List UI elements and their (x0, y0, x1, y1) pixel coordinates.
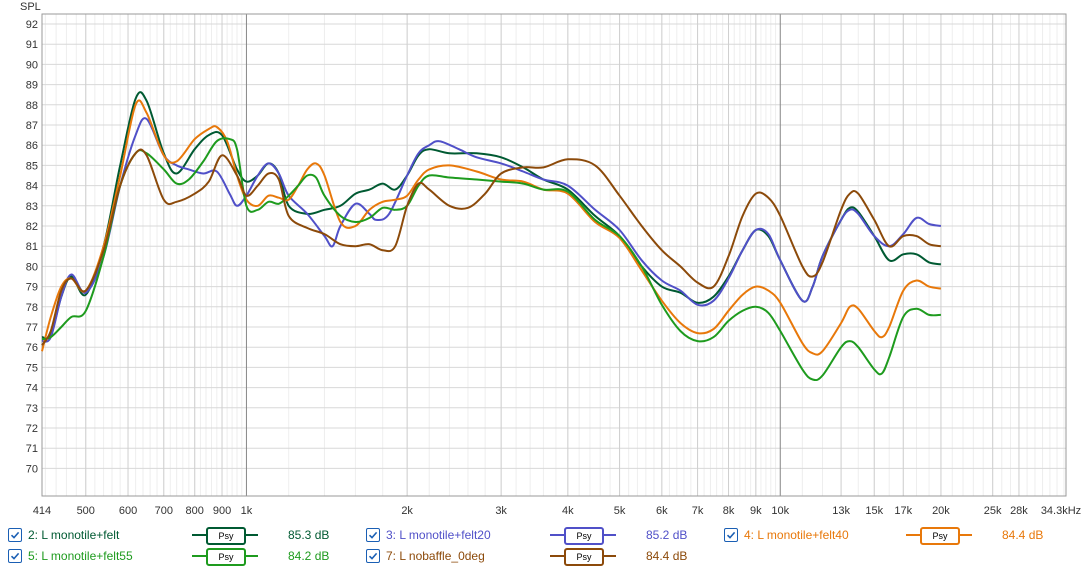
x-tick-label: 414 (33, 505, 51, 517)
psy-label: Psy (206, 548, 246, 566)
y-tick-label: 72 (26, 423, 38, 435)
checkbox-icon[interactable] (366, 549, 380, 563)
legend-label: 5: L monotile+felt55 (28, 549, 133, 563)
y-tick-label: 91 (26, 39, 38, 51)
series-line-5 (41, 148, 942, 346)
legend-value: 84.4 dB (646, 549, 688, 563)
y-tick-label: 76 (26, 342, 38, 354)
x-tick-label: 700 (155, 505, 173, 517)
y-tick-label: 85 (26, 160, 38, 172)
checkbox-icon[interactable] (366, 528, 380, 542)
major-grid (41, 14, 1067, 496)
y-tick-label: 80 (26, 261, 38, 273)
series-line-3 (41, 99, 942, 356)
legend-psy-swatch[interactable]: Psy (550, 525, 616, 545)
y-tick-labels: 70 71 72 73 74 75 76 77 78 79 80 81 82 83 84 85 86 87 88 89… (26, 19, 38, 475)
legend-value: 84.4 dB (1002, 528, 1044, 542)
legend-item-5[interactable]: 7: L nobaffle_0deg (366, 546, 485, 566)
x-tick-label: 800 (186, 505, 204, 517)
y-tick-label: 73 (26, 403, 38, 415)
x-tick-label: 17k (894, 505, 912, 517)
y-tick-label: 74 (26, 383, 38, 395)
y-tick-label: 77 (26, 322, 38, 334)
x-tick-label: 13k (832, 505, 850, 517)
y-tick-label: 90 (26, 59, 38, 71)
plot-frame (41, 13, 1067, 497)
x-tick-label: 9k (750, 505, 762, 517)
legend-item-3[interactable]: 4: L monotile+felt40 (724, 525, 849, 545)
legend-psy-swatch[interactable]: Psy (192, 525, 258, 545)
x-tick-label: 5k (614, 505, 626, 517)
y-tick-label: 70 (26, 463, 38, 475)
series-line-4 (41, 137, 941, 382)
plot-background (42, 14, 1066, 496)
y-tick-label: 86 (26, 140, 38, 152)
legend-label: 2: L monotile+felt (28, 528, 120, 542)
y-tick-label: 79 (26, 282, 38, 294)
x-tick-label: 600 (119, 505, 137, 517)
x-tick-label: 8k (723, 505, 735, 517)
y-tick-label: 87 (26, 120, 38, 132)
y-tick-label: 89 (26, 80, 38, 92)
legend-item-4[interactable]: 5: L monotile+felt55 (8, 546, 133, 566)
x-tick-label: 25k (984, 505, 1002, 517)
x-tick-label: 6k (656, 505, 668, 517)
legend: 2: L monotile+felt Psy 85.3 dB 3: L monotil… (0, 522, 1084, 568)
x-tick-label: 500 (77, 505, 95, 517)
legend-item-1[interactable]: 2: L monotile+felt (8, 525, 119, 545)
legend-value: 84.2 dB (288, 549, 330, 563)
y-tick-label: 83 (26, 201, 38, 213)
x-tick-label: 900 (213, 505, 231, 517)
psy-label: Psy (920, 527, 960, 545)
psy-label: Psy (206, 527, 246, 545)
legend-item-2[interactable]: 3: L monotile+felt20 (366, 525, 491, 545)
x-tick-label: 10k (771, 505, 789, 517)
legend-label: 3: L monotile+felt20 (386, 528, 491, 542)
x-tick-label: 34.3kHz (1041, 505, 1081, 517)
legend-value: 85.2 dB (646, 528, 688, 542)
y-tick-label: 88 (26, 100, 38, 112)
y-axis-label: SPL (20, 1, 41, 13)
x-tick-label: 20k (932, 505, 950, 517)
legend-value: 85.3 dB (288, 528, 330, 542)
x-tick-label: 7k (692, 505, 704, 517)
y-tick-label: 75 (26, 362, 38, 374)
y-tick-label: 84 (26, 181, 38, 193)
checkbox-icon[interactable] (8, 528, 22, 542)
series-lines (41, 91, 942, 382)
x-tick-label: 4k (562, 505, 574, 517)
y-tick-label: 82 (26, 221, 38, 233)
x-tick-label: 2k (401, 505, 413, 517)
x-tick-label: 1k (241, 505, 253, 517)
checkbox-icon[interactable] (8, 549, 22, 563)
series-line-2 (41, 117, 942, 343)
legend-label: 7: L nobaffle_0deg (386, 549, 485, 563)
frequency-response-chart: 70 71 72 73 74 75 76 77 78 79 80 81 82 83 84 85 86 87 88 89… (20, 1, 1081, 517)
x-tick-label: 15k (865, 505, 883, 517)
legend-psy-swatch[interactable]: Psy (906, 525, 972, 545)
psy-label: Psy (564, 527, 604, 545)
y-tick-label: 81 (26, 241, 38, 253)
psy-label: Psy (564, 548, 604, 566)
legend-psy-swatch[interactable]: Psy (550, 546, 616, 566)
y-tick-label: 78 (26, 302, 38, 314)
legend-label: 4: L monotile+felt40 (744, 528, 849, 542)
x-tick-label: 28k (1010, 505, 1028, 517)
checkbox-icon[interactable] (724, 528, 738, 542)
legend-psy-swatch[interactable]: Psy (192, 546, 258, 566)
x-tick-labels: 414 500 600 700 800 900 1k 2k 3k 4k 5k 6k 7k 8k 9k 10k 1… (33, 505, 1081, 517)
y-tick-label: 71 (26, 443, 38, 455)
x-tick-label: 3k (495, 505, 507, 517)
y-tick-label: 92 (26, 19, 38, 31)
